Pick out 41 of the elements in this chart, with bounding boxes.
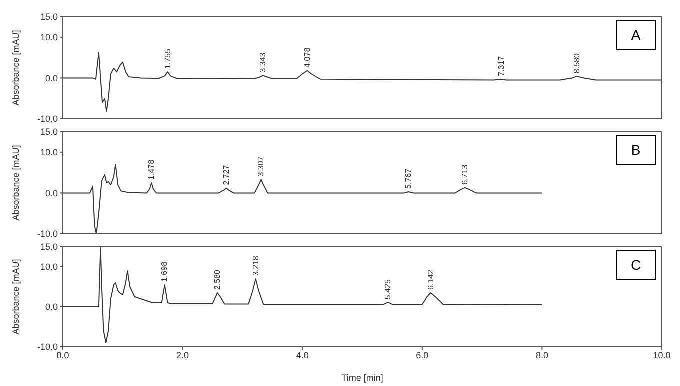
y-axis-title: Absorbance [mAU] (11, 259, 22, 335)
annotation: 2.727 (222, 164, 231, 186)
annotation: C (616, 250, 656, 280)
annotation: 3.343 (258, 52, 268, 73)
y-tick-label: -10.0 (37, 114, 58, 124)
y-tick-label: 10.0 (40, 148, 58, 158)
y-axis-title: Absorbance [mAU] (11, 30, 22, 106)
y-tick-label: 10.0 (40, 262, 58, 272)
x-tick-label: 4.0 (296, 350, 309, 360)
y-tick-label: -10.0 (37, 229, 58, 240)
annotation: 6.142 (426, 269, 436, 290)
annotation: B (616, 135, 656, 165)
line-series (63, 247, 543, 344)
annotation: 1.478 (147, 159, 156, 180)
y-tick-label: 0.0 (45, 73, 58, 84)
annotation: 3.218 (251, 255, 260, 276)
x-axis-title: Time [min] (342, 373, 384, 383)
x-tick-label: 2.0 (176, 350, 190, 360)
annotation: 1.698 (160, 261, 170, 282)
y-tick-label: 10.0 (40, 32, 58, 43)
annotation: 7.317 (496, 56, 506, 76)
x-tick-label: 10.0 (653, 350, 671, 360)
annotation: 6.713 (460, 164, 470, 185)
y-tick-label: 15.0 (40, 12, 58, 22)
y-axis-title: Absorbance [mAU] (11, 145, 22, 221)
annotation: A (616, 20, 656, 50)
x-tick-label: 8.0 (536, 350, 548, 360)
y-tick-label: 0.0 (45, 188, 58, 198)
x-tick-label: 0.0 (56, 350, 70, 360)
y-tick-label: 15.0 (40, 242, 58, 252)
annotation: 1.755 (164, 48, 173, 70)
annotation: 8.580 (572, 53, 582, 74)
x-tick-label: 6.0 (416, 350, 429, 360)
annotation: 5.425 (383, 279, 392, 300)
y-tick-label: 0.0 (45, 302, 58, 312)
annotation: 5.767 (404, 168, 413, 189)
annotation: 2.580 (213, 269, 222, 290)
y-tick-label: -10.0 (37, 342, 58, 352)
annotation: 3.307 (256, 156, 266, 177)
annotation: 4.078 (302, 47, 312, 68)
y-tick-label: 15.0 (40, 127, 58, 138)
